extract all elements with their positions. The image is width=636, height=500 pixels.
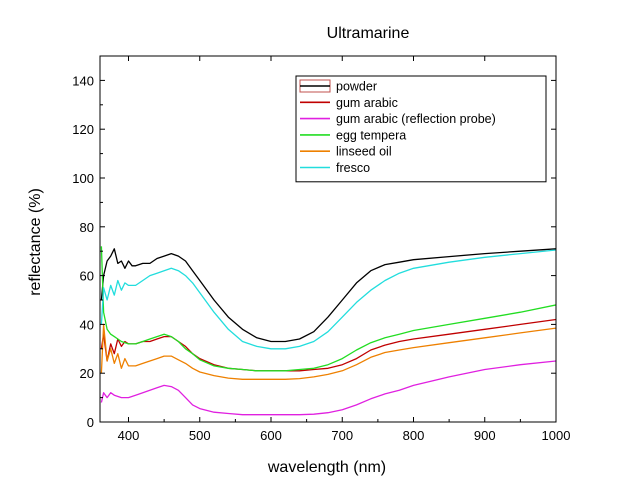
y-tick-label: 40 [80, 317, 94, 332]
series-line-gum-arabic-reflection-probe- [100, 360, 556, 416]
series-line-powder [100, 248, 556, 343]
legend-label: egg tempera [336, 128, 406, 142]
x-axis: 400 500 600 700 800 900 1000 [118, 56, 571, 443]
x-axis-label: wavelength (nm) [267, 459, 386, 476]
y-axis: 0 20 40 60 80 100 120 140 [72, 73, 556, 430]
chart-title: Ultramarine [327, 25, 410, 42]
y-axis-label: reflectance (%) [27, 188, 44, 296]
legend-label: gum arabic (reflection probe) [336, 112, 496, 126]
x-tick-label: 400 [118, 428, 140, 443]
x-tick-label: 500 [189, 428, 211, 443]
legend-label: powder [336, 80, 377, 94]
y-tick-label: 60 [80, 269, 94, 284]
y-tick-label: 120 [72, 122, 94, 137]
legend-label: linseed oil [336, 145, 392, 159]
series-line-egg-tempera [100, 246, 556, 372]
legend-box [295, 75, 547, 183]
y-tick-label: 100 [72, 171, 94, 186]
x-tick-label: 1000 [542, 428, 571, 443]
series-line-gum-arabic [100, 318, 556, 372]
x-tick-label: 900 [474, 428, 496, 443]
legend-label: gum arabic [336, 96, 398, 110]
y-tick-label: 140 [72, 73, 94, 88]
y-tick-label: 80 [80, 220, 94, 235]
x-tick-label: 600 [260, 428, 282, 443]
plot-frame [99, 55, 557, 423]
x-tick-label: 800 [403, 428, 425, 443]
series-line-fresco [100, 249, 556, 350]
x-tick-label: 700 [331, 428, 353, 443]
y-tick-label: 0 [87, 415, 94, 430]
y-tick-label: 20 [80, 366, 94, 381]
series-layer [100, 246, 556, 416]
legend: powder gum arabic gum arabic (reflection p… [295, 75, 547, 183]
legend-label: fresco [336, 161, 370, 175]
series-line-linseed-oil [100, 323, 556, 380]
